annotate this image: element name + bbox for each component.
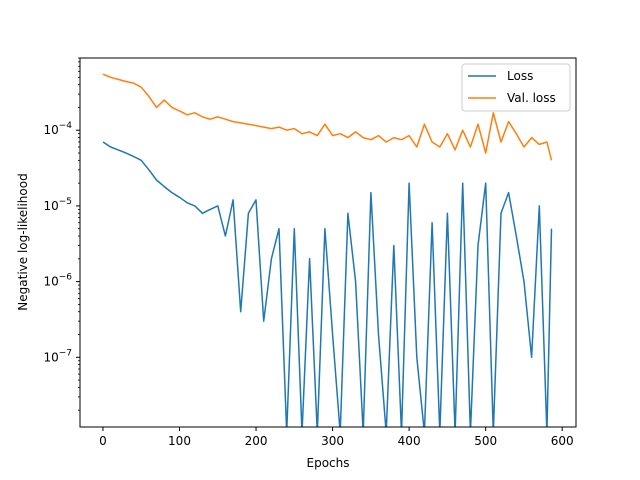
y-tick-label: 10−7 [43,348,72,364]
x-tick-label: 600 [551,434,574,448]
y-tick-label: 10−5 [43,197,72,213]
plot-frame [79,57,577,428]
series-loss-line [102,141,553,427]
x-axis: 0 100 200 300 400 500 600 [99,427,574,448]
legend: Loss Val. loss [461,63,571,112]
x-tick-label: 500 [474,434,497,448]
y-tick-label: 10−4 [43,121,72,137]
legend-loss-label: Loss [507,69,533,83]
x-axis-label: Epochs [307,456,350,470]
x-tick-label: 0 [99,434,107,448]
y-axis: 10−7 10−6 10−5 10−4 [43,57,80,411]
series-layer [102,73,553,427]
legend-val-loss-label: Val. loss [507,91,556,105]
x-tick-label: 200 [245,434,268,448]
y-tick-label: 10−6 [43,273,72,289]
series-val-loss-line [102,73,553,161]
y-axis-label: Negative log-likelihood [16,173,30,310]
x-tick-label: 300 [321,434,344,448]
x-tick-label: 400 [398,434,421,448]
x-tick-label: 100 [168,434,191,448]
